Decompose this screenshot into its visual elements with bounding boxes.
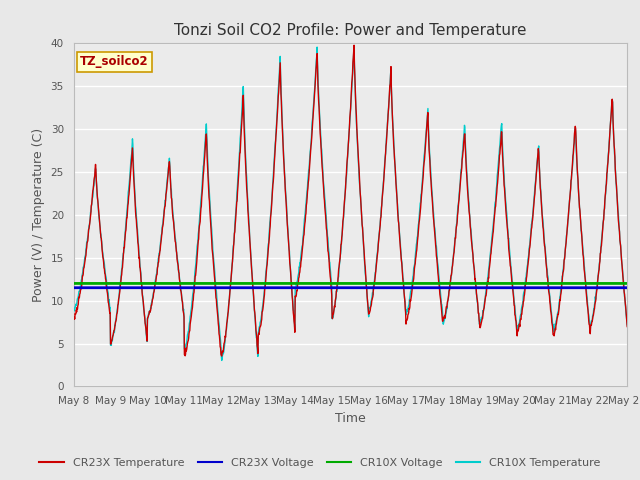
Legend: CR23X Temperature, CR23X Voltage, CR10X Voltage, CR10X Temperature: CR23X Temperature, CR23X Voltage, CR10X … [35, 453, 605, 472]
Y-axis label: Power (V) / Temperature (C): Power (V) / Temperature (C) [32, 128, 45, 302]
Text: TZ_soilco2: TZ_soilco2 [80, 55, 149, 68]
X-axis label: Time: Time [335, 412, 366, 425]
Title: Tonzi Soil CO2 Profile: Power and Temperature: Tonzi Soil CO2 Profile: Power and Temper… [174, 23, 527, 38]
